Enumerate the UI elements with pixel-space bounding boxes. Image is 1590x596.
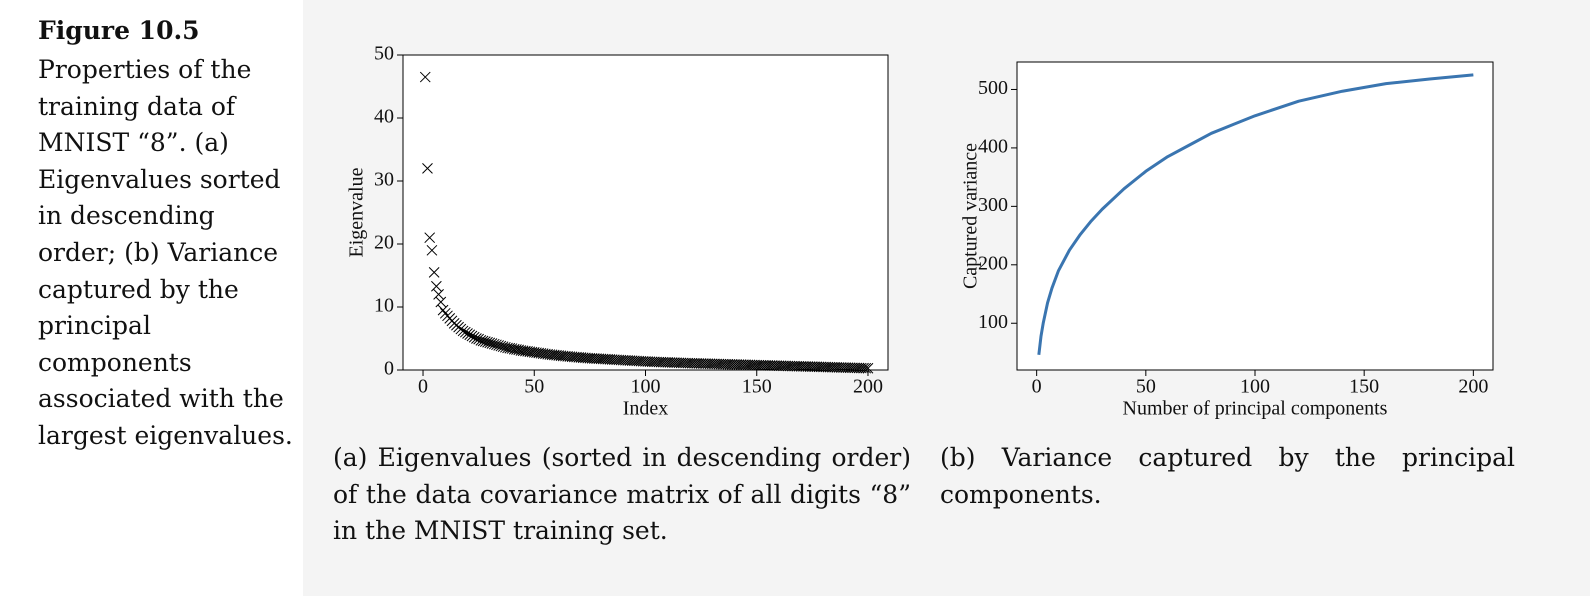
marker — [526, 346, 538, 358]
plot-area — [402, 54, 889, 371]
marker — [435, 296, 447, 308]
y-tick-label: 100 — [978, 311, 1008, 333]
marker — [513, 344, 525, 356]
marker — [540, 348, 551, 360]
marker — [535, 347, 547, 359]
line — [1037, 73, 1474, 355]
x-tick-label: 150 — [1349, 376, 1379, 398]
x-tick-label: 100 — [1240, 376, 1270, 398]
marker — [506, 343, 518, 354]
marker — [546, 349, 558, 361]
x-tick-label: 150 — [742, 376, 772, 398]
marker — [426, 244, 438, 256]
x-tick-label: 0 — [418, 376, 428, 398]
marker — [477, 335, 489, 347]
marker — [422, 163, 433, 174]
marker — [491, 339, 502, 351]
marker — [517, 345, 529, 357]
x-axis-label: Number of principal components — [1123, 398, 1388, 420]
y-tick-label: 500 — [978, 77, 1008, 99]
y-tick-label: 10 — [374, 295, 394, 317]
marker — [493, 340, 505, 351]
marker — [508, 343, 520, 355]
marker — [437, 304, 449, 316]
y-tick-label: 400 — [978, 136, 1008, 158]
marker — [419, 71, 431, 83]
marker — [515, 345, 527, 356]
y-tick-label: 20 — [374, 232, 394, 254]
figure-caption: Properties of the training data of MNIST… — [38, 55, 293, 450]
marker — [522, 346, 533, 357]
marker — [524, 346, 536, 358]
x-axis-label: Index — [623, 398, 669, 420]
marker — [548, 349, 560, 361]
marker — [428, 266, 440, 278]
marker — [860, 362, 872, 374]
marker — [482, 336, 493, 348]
y-axis-label: Captured variance — [960, 143, 982, 289]
x-tick-label: 200 — [1458, 376, 1488, 398]
marker — [504, 342, 516, 354]
marker — [486, 338, 498, 349]
marker — [862, 362, 874, 374]
subcaption: (a) Eigenvalues (sorted in descending or… — [333, 443, 911, 546]
y-tick-label: 30 — [374, 169, 394, 191]
x-tick-label: 0 — [1032, 376, 1042, 398]
marker — [528, 347, 540, 358]
marker — [542, 348, 553, 360]
marker — [479, 336, 491, 348]
marker — [475, 335, 487, 346]
y-tick-label: 300 — [978, 194, 1008, 216]
marker — [511, 344, 522, 355]
x-tick-label: 50 — [524, 376, 544, 398]
y-tick-label: 0 — [384, 358, 394, 380]
x-tick-label: 50 — [1136, 376, 1156, 398]
y-axis-label: Eigenvalue — [346, 167, 368, 257]
x-tick-label: 200 — [853, 376, 883, 398]
marker — [484, 337, 496, 349]
figure-label: Figure 10.5 — [38, 16, 200, 45]
marker — [520, 345, 531, 357]
marker — [502, 342, 513, 354]
marker — [497, 341, 509, 353]
y-tick-label: 40 — [374, 106, 394, 128]
marker — [858, 362, 869, 374]
marker — [533, 347, 545, 359]
marker — [531, 347, 542, 359]
marker — [499, 341, 511, 353]
marker — [495, 340, 507, 352]
marker — [433, 289, 444, 300]
marker — [424, 232, 436, 244]
subcaption: (b) Variance captured by the principal c… — [940, 443, 1515, 509]
y-tick-label: 50 — [374, 43, 394, 65]
marker — [551, 349, 562, 361]
marker — [537, 348, 549, 359]
marker — [431, 280, 442, 292]
marker — [488, 338, 500, 350]
plot-area — [1016, 61, 1494, 371]
x-tick-label: 100 — [631, 376, 661, 398]
y-tick-label: 200 — [978, 252, 1008, 274]
